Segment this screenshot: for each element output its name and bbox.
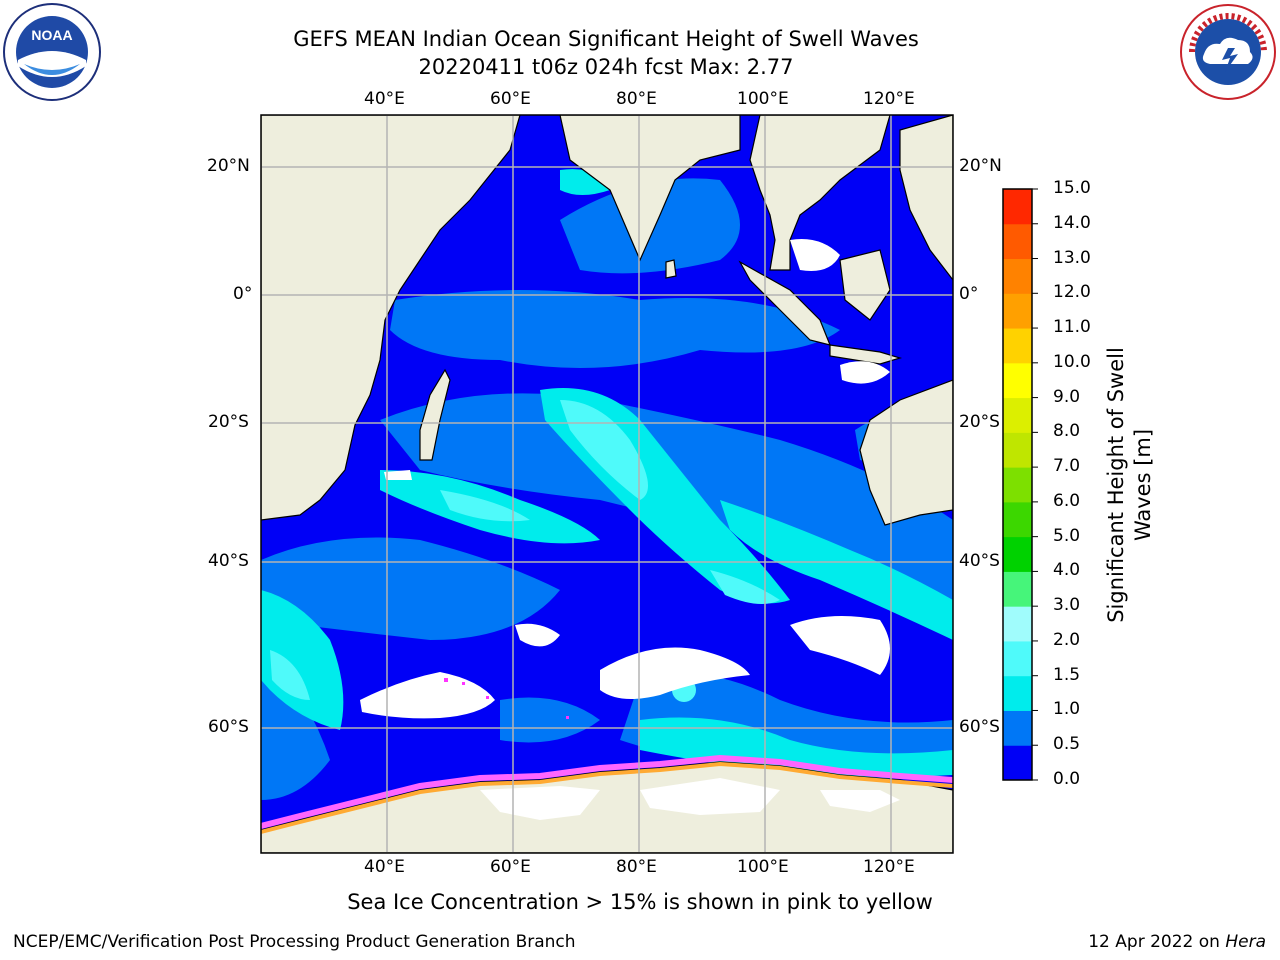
lat-label-left: 60°S: [208, 717, 249, 737]
lat-label-left: 20°S: [208, 412, 249, 432]
colorbar-tick-label: 13.0: [1053, 247, 1091, 268]
colorbar-segment: [1003, 328, 1032, 364]
land-sri-lanka: [665, 259, 677, 279]
colorbar-segment: [1003, 258, 1032, 294]
colorbar-tick-label: 14.0: [1053, 212, 1091, 233]
colorbar-tick-label: 9.0: [1053, 386, 1081, 407]
lon-label-top: 120°E: [863, 89, 915, 109]
svg-text:NOAA: NOAA: [31, 27, 72, 43]
footer-date: 12 Apr 2022 on Hera: [1088, 932, 1266, 952]
swell-band-1-5: [270, 400, 780, 702]
noaa-logo: NOAA: [3, 3, 101, 101]
colorbar-segment: [1003, 675, 1032, 711]
lon-label-bottom: 60°E: [490, 857, 531, 877]
colorbar-title-line2: Waves [m]: [1131, 428, 1155, 542]
lon-label-top: 60°E: [490, 89, 531, 109]
colorbar-segment: [1003, 640, 1032, 677]
colorbar-segment: [1003, 397, 1032, 433]
colorbar-title-line1: Significant Height of Swell: [1104, 347, 1128, 623]
chart-subtitle: 20220411 t06z 024h fcst Max: 2.77: [418, 55, 794, 79]
colorbar-tick-label: 1.0: [1053, 699, 1081, 720]
nws-logo: [1180, 4, 1276, 100]
colorbar-tick-label: 6.0: [1053, 490, 1081, 511]
colorbar: [1002, 188, 1038, 781]
colorbar-segment: [1003, 745, 1032, 781]
footer-host: Hera: [1225, 932, 1266, 952]
colorbar-segment: [1003, 223, 1032, 260]
lat-label-right: 20°N: [959, 156, 1002, 176]
lon-label-bottom: 100°E: [737, 857, 789, 877]
masked-areas: [360, 239, 900, 820]
colorbar-segment: [1003, 362, 1032, 399]
colorbar-tick-label: 0.5: [1053, 734, 1081, 755]
colorbar-segment: [1003, 189, 1032, 225]
colorbar-tick-label: 15.0: [1053, 178, 1091, 198]
sea-ice-note: Sea Ice Concentration > 15% is shown in …: [347, 890, 933, 914]
colorbar-tick-label: 0.0: [1053, 769, 1081, 789]
chart-title: GEFS MEAN Indian Ocean Significant Heigh…: [293, 27, 919, 51]
land-india: [559, 115, 741, 262]
colorbar-tick-label: 11.0: [1053, 317, 1091, 338]
land-islands: [899, 115, 953, 281]
colorbar-segment: [1003, 606, 1032, 642]
lon-label-top: 100°E: [737, 89, 789, 109]
lat-label-left: 40°S: [208, 551, 249, 571]
colorbar-tick-label: 3.0: [1053, 595, 1081, 616]
ice-specks: [444, 678, 569, 719]
lat-label-right: 60°S: [959, 717, 1000, 737]
colorbar-frame: [1002, 188, 1033, 781]
colorbar-tick-label: 1.5: [1053, 664, 1081, 685]
lat-label-left: 0°: [233, 284, 253, 304]
lat-label-right: 0°: [959, 284, 979, 304]
colorbar-tick-label: 5.0: [1053, 525, 1081, 546]
colorbar-segment: [1003, 432, 1032, 468]
lat-label-left: 20°N: [207, 156, 250, 176]
land-java: [829, 344, 903, 365]
land-africa-arabia: [261, 115, 521, 521]
graticule: [261, 115, 953, 853]
sea-ice-fringe: [261, 754, 953, 834]
lon-label-bottom: 80°E: [616, 857, 657, 877]
colorbar-tick-label: 2.0: [1053, 629, 1081, 650]
colorbar-segment: [1003, 467, 1032, 503]
lon-label-bottom: 40°E: [364, 857, 405, 877]
lat-label-right: 40°S: [959, 551, 1000, 571]
colorbar-tick-label: 4.0: [1053, 560, 1081, 581]
colorbar-tick-label: 8.0: [1053, 421, 1081, 442]
colorbar-segment: [1003, 501, 1032, 538]
colorbar-tick-label: 7.0: [1053, 456, 1081, 477]
colorbar-segment: [1003, 536, 1032, 572]
colorbar-tick-label: 10.0: [1053, 351, 1091, 372]
land-australia: [859, 379, 953, 526]
land-borneo: [839, 249, 891, 321]
colorbar-segment: [1003, 293, 1032, 329]
footer-date-text: 12 Apr 2022 on: [1088, 932, 1226, 952]
colorbar-tick-label: 12.0: [1053, 282, 1091, 303]
lon-label-top: 40°E: [364, 89, 405, 109]
land-madagascar: [419, 368, 451, 461]
map-frame: [260, 114, 954, 854]
lon-label-bottom: 120°E: [863, 857, 915, 877]
lon-label-top: 80°E: [616, 89, 657, 109]
colorbar-segment: [1003, 571, 1032, 607]
footer-producer: NCEP/EMC/Verification Post Processing Pr…: [13, 932, 576, 952]
colorbar-segment: [1003, 710, 1032, 746]
lat-label-right: 20°S: [959, 412, 1000, 432]
